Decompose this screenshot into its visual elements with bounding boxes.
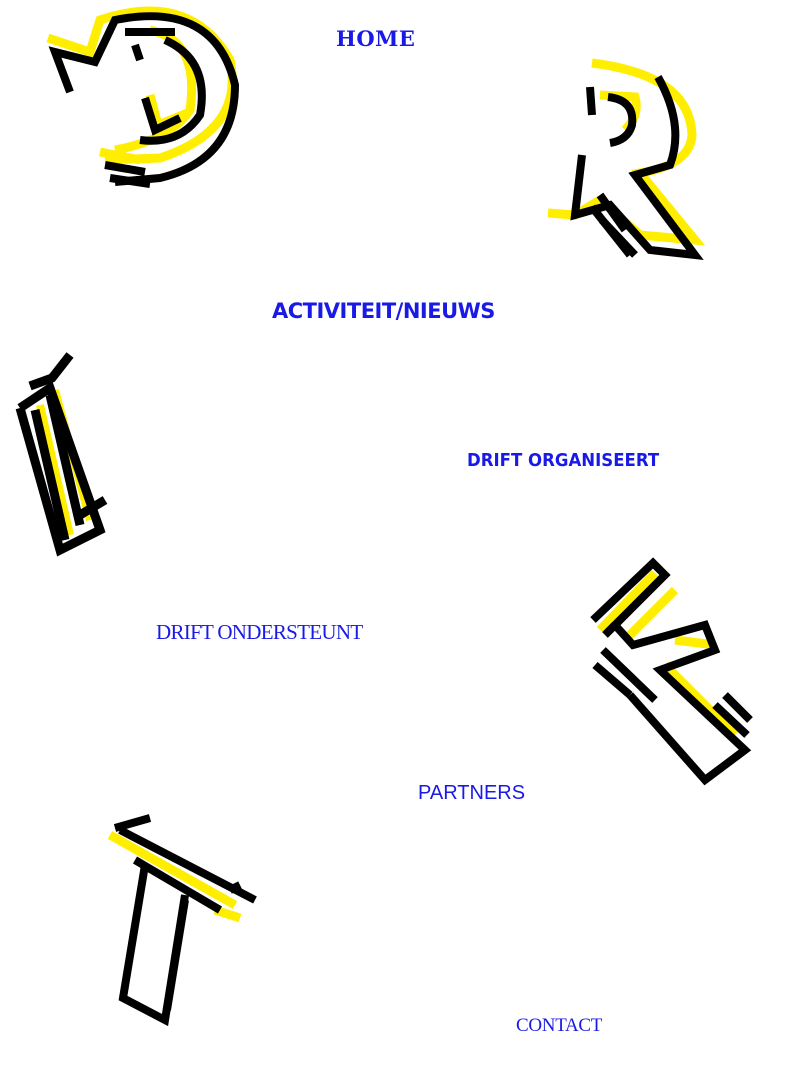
nav-link-drift-ondersteunt[interactable]: DRIFT ONDERSTEUNT: [156, 620, 363, 644]
logo-letter-i: [15, 352, 108, 557]
logo-letter-d: [46, 6, 240, 188]
nav-link-contact[interactable]: CONTACT: [516, 1015, 603, 1036]
logo-letter-r: [547, 58, 706, 260]
nav-link-home[interactable]: HOME: [336, 26, 416, 51]
nav-link-drift-organiseert[interactable]: DRIFT ORGANISEERT: [467, 450, 660, 471]
logo-letter-t: [107, 814, 257, 1027]
nav-link-partners[interactable]: PARTNERS: [418, 782, 526, 804]
logo-letter-f: [590, 557, 753, 786]
nav-link-activiteit-nieuws[interactable]: ACTIVITEIT/NIEUWS: [272, 299, 495, 323]
